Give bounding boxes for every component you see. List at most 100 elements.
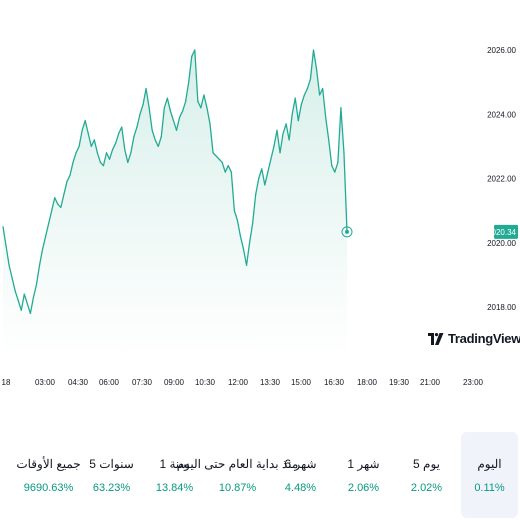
- price-point-32: [99, 161, 102, 164]
- y-tick-label-4: 2018.00: [487, 303, 516, 312]
- price-point-92: [282, 132, 284, 135]
- price-point-9: [29, 312, 31, 315]
- price-point-12: [38, 264, 41, 266]
- period-change-value: 9690.63%: [23, 482, 74, 494]
- period-change-value: 2.02%: [410, 482, 443, 494]
- period-tab-7[interactable]: جميع الأوقات 9690.63%: [16, 432, 80, 518]
- price-point-49: [151, 129, 153, 131]
- performance-period-tabs: اليوم 0.11% 5 يوم 2.02% 1 شهر 2.06% 6 شهر 4.48%…: [0, 432, 520, 518]
- x-tick-label-1: 03:00: [35, 378, 56, 387]
- x-tick-label-11: 18:00: [357, 378, 378, 387]
- price-point-16: [51, 210, 53, 212]
- price-point-52: [160, 136, 162, 138]
- tradingview-logo-icon: [428, 332, 444, 345]
- price-area-fill: [3, 50, 347, 358]
- price-point-42: [130, 152, 132, 154]
- price-point-66: [203, 94, 205, 96]
- price-point-36: [111, 148, 114, 151]
- price-chart-svg[interactable]: 2026.00 2024.00 2022.00 2020.00 2018.00 2020.…: [0, 0, 520, 395]
- price-point-82: [252, 222, 254, 225]
- period-tab-6[interactable]: 5 سنوات 63.23%: [83, 432, 140, 518]
- last-price-marker-dot: [345, 229, 349, 234]
- price-point-55: [169, 110, 172, 112]
- period-label: 1 سنة: [159, 457, 190, 471]
- price-point-26: [81, 129, 83, 131]
- price-point-17: [54, 197, 56, 199]
- price-point-47: [145, 87, 147, 90]
- price-point-91: [279, 152, 281, 154]
- price-point-13: [41, 248, 44, 250]
- price-point-107: [328, 139, 330, 141]
- price-point-71: [218, 158, 220, 160]
- price-point-80: [245, 264, 248, 266]
- price-point-99: [303, 94, 305, 96]
- period-label: منذ بداية العام حتى اليوم: [176, 457, 299, 471]
- price-point-40: [124, 148, 126, 151]
- price-point-58: [178, 116, 181, 119]
- price-point-76: [233, 210, 235, 212]
- price-point-54: [166, 97, 168, 99]
- price-point-8: [26, 303, 28, 305]
- x-tick-label-13: 21:00: [420, 378, 441, 387]
- price-point-51: [157, 145, 159, 147]
- price-point-78: [239, 235, 242, 237]
- price-point-24: [75, 152, 77, 154]
- price-chart[interactable]: 2026.00 2024.00 2022.00 2020.00 2018.00 2020.…: [0, 0, 520, 395]
- x-tick-label-3: 06:00: [99, 378, 120, 387]
- price-point-73: [224, 171, 226, 173]
- price-point-38: [118, 132, 120, 135]
- period-change-value: 0.11%: [474, 482, 505, 494]
- price-point-0: [2, 226, 4, 228]
- period-label: 1 شهر: [347, 457, 380, 471]
- price-point-69: [212, 152, 214, 154]
- x-tick-label-8: 13:30: [260, 378, 281, 387]
- period-tab-5[interactable]: 1 سنة 13.84%: [146, 432, 203, 518]
- period-tab-1[interactable]: 5 يوم 2.02%: [398, 432, 455, 518]
- x-tick-label-6: 10:30: [195, 378, 216, 387]
- price-point-15: [48, 222, 50, 225]
- price-point-53: [163, 107, 165, 109]
- x-tick-label-2: 04:30: [68, 378, 89, 387]
- period-tab-0[interactable]: اليوم 0.11%: [461, 432, 518, 518]
- last-price-tag-label: 2020.34: [487, 228, 516, 237]
- price-point-44: [136, 126, 138, 128]
- price-point-11: [35, 283, 38, 286]
- price-point-77: [236, 219, 239, 221]
- price-point-100: [306, 87, 309, 90]
- price-point-31: [96, 152, 98, 154]
- price-point-81: [248, 242, 251, 244]
- price-point-90: [276, 129, 278, 131]
- price-point-85: [261, 168, 263, 170]
- period-tab-4[interactable]: منذ بداية العام حتى اليوم 10.87%: [177, 432, 299, 518]
- price-point-29: [90, 145, 92, 147]
- price-point-67: [206, 107, 208, 109]
- price-point-19: [60, 206, 62, 209]
- period-change-value: 13.84%: [155, 482, 194, 494]
- price-point-46: [142, 104, 144, 106]
- price-point-93: [285, 123, 287, 125]
- y-tick-label-2: 2022.00: [487, 175, 516, 184]
- price-point-43: [133, 136, 135, 138]
- price-point-61: [188, 81, 190, 83]
- period-tab-3[interactable]: 6 شهر 4.48%: [272, 432, 329, 518]
- tradingview-logo-text: TradingView: [448, 331, 520, 346]
- price-point-75: [230, 171, 232, 173]
- tradingview-logo[interactable]: TradingView: [428, 331, 520, 346]
- period-change-value: 10.87%: [218, 482, 257, 494]
- period-tab-2[interactable]: 1 شهر 2.06%: [335, 432, 392, 518]
- price-point-72: [221, 161, 223, 164]
- period-label: جميع الأوقات: [16, 457, 81, 471]
- price-point-30: [93, 139, 95, 141]
- price-point-108: [331, 165, 333, 167]
- price-point-6: [20, 309, 22, 311]
- x-tick-label-14: 23:00: [463, 378, 484, 387]
- period-label: اليوم: [477, 457, 502, 471]
- price-point-35: [108, 158, 111, 160]
- price-point-48: [148, 107, 150, 109]
- price-point-64: [197, 100, 199, 102]
- price-point-59: [182, 110, 184, 112]
- period-change-value: 4.48%: [284, 482, 317, 494]
- price-point-98: [300, 104, 302, 106]
- price-point-41: [127, 161, 129, 164]
- period-label: 5 سنوات: [89, 457, 134, 471]
